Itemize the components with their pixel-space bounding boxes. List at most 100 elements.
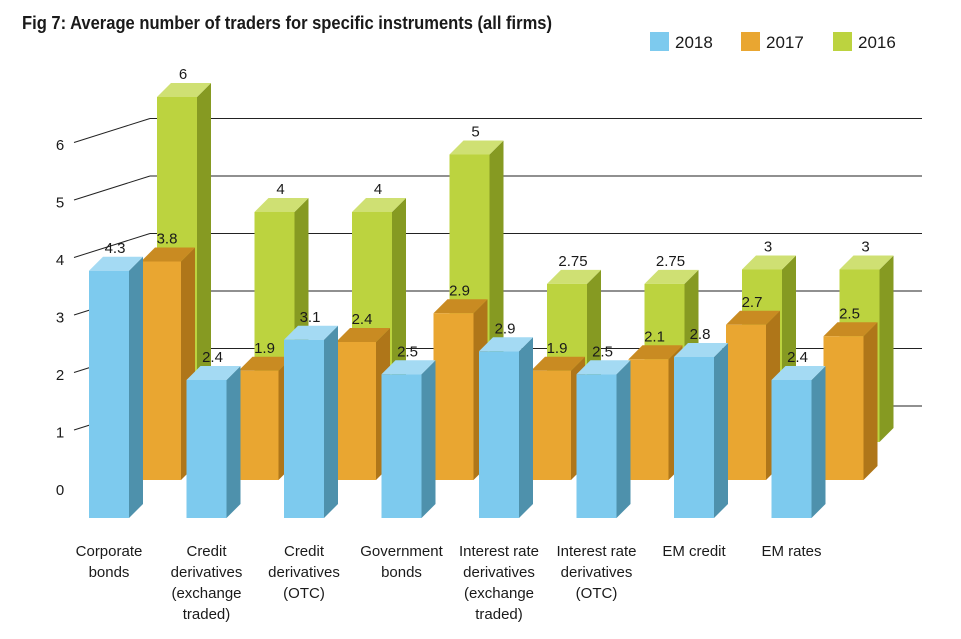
data-label: 2.4 (352, 311, 373, 328)
bar-top (449, 140, 504, 155)
category-label: Corporate bonds (76, 543, 143, 581)
bar-front (628, 359, 669, 480)
y-tick-label: 0 (56, 482, 64, 499)
y-tick-label: 2 (56, 367, 64, 384)
data-label: 2.75 (558, 253, 587, 270)
category-label-line: derivatives (561, 564, 633, 581)
bar-top (157, 83, 211, 97)
gridline-diagonal (73, 233, 151, 258)
category-label-line: Corporate (76, 543, 143, 560)
category-label-line: (exchange (464, 585, 534, 602)
data-label: 2.5 (397, 343, 418, 360)
bar-top (433, 299, 488, 314)
bar-2018-em-credit (674, 343, 728, 518)
bar-top (381, 360, 436, 375)
bar-side (421, 360, 436, 518)
gridline-diagonal (73, 118, 151, 143)
bar-side (714, 343, 728, 518)
bar-side (519, 337, 533, 518)
category-label-line: Credit (284, 543, 325, 560)
y-tick-label: 1 (56, 425, 64, 442)
bar-top (479, 337, 533, 352)
data-label: 4 (276, 181, 284, 198)
bar-2018-em-rates (771, 366, 826, 518)
chart-title: Fig 7: Average number of traders for spe… (22, 13, 552, 33)
bar-top (839, 255, 894, 270)
bar-side (863, 322, 878, 480)
data-label: 2.5 (592, 343, 613, 360)
data-label: 2.1 (644, 328, 665, 345)
category-label-line: EM rates (761, 543, 821, 560)
y-tick-label: 5 (56, 195, 64, 212)
bar-top (336, 328, 390, 342)
bar-front (726, 324, 766, 480)
legend-label: 2016 (858, 33, 896, 52)
legend-item-2017: 2017 (741, 32, 804, 52)
bar-2018-interest-rate-derivatives-exchange-traded (479, 337, 533, 518)
bar-top (771, 366, 826, 380)
bar-2017-em-rates (823, 322, 878, 480)
y-tick-label: 6 (56, 137, 64, 154)
category-label: EM rates (761, 543, 821, 560)
bar-top (644, 269, 699, 284)
data-label: 2.4 (787, 349, 808, 366)
bar-top (352, 198, 406, 212)
bar-top (576, 360, 631, 375)
bar-top (89, 256, 143, 271)
data-label: 4 (374, 181, 382, 198)
bar-top (284, 325, 338, 340)
category-labels: Corporate bonds Credit derivatives (exchange… (76, 543, 822, 623)
bars (89, 83, 894, 518)
bar-2018-corporate-bonds (89, 256, 143, 518)
category-label-line: derivatives (268, 564, 340, 581)
category-label-line: EM credit (662, 543, 726, 560)
data-label: 3.8 (157, 231, 178, 248)
bar-side (616, 360, 631, 518)
gridline-diagonal (73, 175, 151, 201)
data-label: 3.1 (300, 309, 321, 326)
category-label-line: Government (360, 543, 443, 560)
category-label-line: traded) (475, 606, 523, 623)
bar-front (433, 313, 474, 480)
data-labels: 6 4 4 5 2.75 2.75 3 3 3.8 1.9 2.4 2.9 1.9 2.1 2.7 2.5 4.… (105, 66, 870, 366)
bar-side (879, 255, 894, 442)
legend-swatch (650, 32, 669, 51)
bar-side (197, 83, 211, 442)
bar-side (811, 366, 826, 518)
bar-top (141, 247, 195, 262)
data-label: 2.4 (202, 349, 223, 366)
category-label: Interest rate derivatives (OTC) (556, 543, 636, 602)
data-label: 1.9 (547, 340, 568, 357)
bar-front (238, 370, 279, 480)
category-label-line: bonds (89, 564, 130, 581)
bar-front (823, 336, 864, 480)
bar-front (576, 374, 617, 518)
category-label-line: Credit (186, 543, 227, 560)
category-label-line: traded) (183, 606, 231, 623)
bar-front (531, 370, 571, 480)
bar-side (226, 366, 241, 518)
category-label-line: Interest rate (556, 543, 636, 560)
category-label-line: bonds (381, 564, 422, 581)
bar-top (531, 356, 585, 371)
bar-2018-government-bonds (381, 360, 436, 518)
category-label: EM credit (662, 543, 726, 560)
category-label: Government bonds (360, 543, 443, 581)
bar-front (284, 339, 324, 518)
category-label-line: derivatives (463, 564, 535, 581)
data-label: 2.75 (656, 253, 685, 270)
data-label: 2.9 (495, 320, 516, 337)
data-label: 4.3 (105, 240, 126, 257)
bar-front (336, 342, 376, 480)
legend-label: 2017 (766, 33, 804, 52)
data-label: 3 (861, 239, 869, 256)
bar-front (141, 261, 181, 480)
bar-top (547, 269, 601, 284)
data-label: 3 (764, 239, 772, 256)
bar-top (628, 345, 683, 360)
legend-swatch (741, 32, 760, 51)
bar-front (89, 270, 129, 518)
y-axis-ticks: 0 1 2 3 4 5 6 (56, 137, 64, 499)
category-label-line: (exchange (171, 585, 241, 602)
